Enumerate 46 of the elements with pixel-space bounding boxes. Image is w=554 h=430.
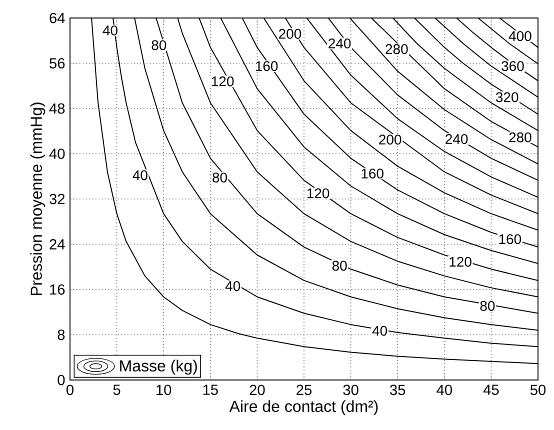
y-tick-label: 64 xyxy=(50,12,65,24)
annotation: 400 xyxy=(508,31,532,42)
x-tick-label: 20 xyxy=(250,384,265,396)
x-tick-label: 40 xyxy=(436,384,452,396)
annotation: 320 xyxy=(496,92,518,102)
annotation: 240 xyxy=(328,38,351,48)
x-tick-label: 25 xyxy=(296,384,312,396)
annotation: 120 xyxy=(212,76,234,86)
annotation: 200 xyxy=(379,134,402,145)
y-tick-label: 16 xyxy=(50,284,65,295)
legend-title: Masse (kg) xyxy=(120,360,197,375)
x-tick-label: 35 xyxy=(390,384,406,396)
y-tick-label: 56 xyxy=(50,58,65,68)
annotation: 80 xyxy=(152,40,166,50)
annotation: 160 xyxy=(362,168,384,179)
annotation: 360 xyxy=(502,61,524,72)
y-tick-label: 0 xyxy=(58,374,65,386)
y-tick-label: 8 xyxy=(58,330,65,340)
annotation: 160 xyxy=(256,61,278,72)
annotation: 240 xyxy=(446,134,468,144)
x-tick-label: 50 xyxy=(530,384,546,396)
x-tick-label: 10 xyxy=(156,384,172,396)
annotation: 160 xyxy=(499,234,522,244)
annotation: 40 xyxy=(102,26,118,36)
annotation: 40 xyxy=(372,326,388,336)
annotation: 80 xyxy=(332,260,347,271)
annotation: 40 xyxy=(132,170,148,180)
annotation: 280 xyxy=(386,44,408,54)
y-tick-label: 24 xyxy=(50,239,65,250)
x-axis-title: Aire de contact (dm²) xyxy=(229,400,378,416)
annotation: 280 xyxy=(509,132,532,142)
y-tick-label: 40 xyxy=(49,148,65,159)
x-tick-label: 15 xyxy=(203,384,218,395)
annotation: 40 xyxy=(225,281,240,292)
y-tick-label: 48 xyxy=(49,103,65,114)
x-tick-label: 30 xyxy=(343,384,358,396)
y-tick-label: 32 xyxy=(50,194,65,204)
x-tick-label: 45 xyxy=(483,384,499,395)
annotation: 80 xyxy=(212,172,227,182)
x-tick-label: 0 xyxy=(66,384,74,396)
annotation: 120 xyxy=(307,188,330,198)
y-axis-title: Pression moyenne (mmHg) xyxy=(30,102,46,296)
annotation: 200 xyxy=(278,28,302,39)
annotation: 120 xyxy=(450,256,472,267)
x-tick-label: 5 xyxy=(113,384,120,395)
annotation: 80 xyxy=(480,300,495,311)
